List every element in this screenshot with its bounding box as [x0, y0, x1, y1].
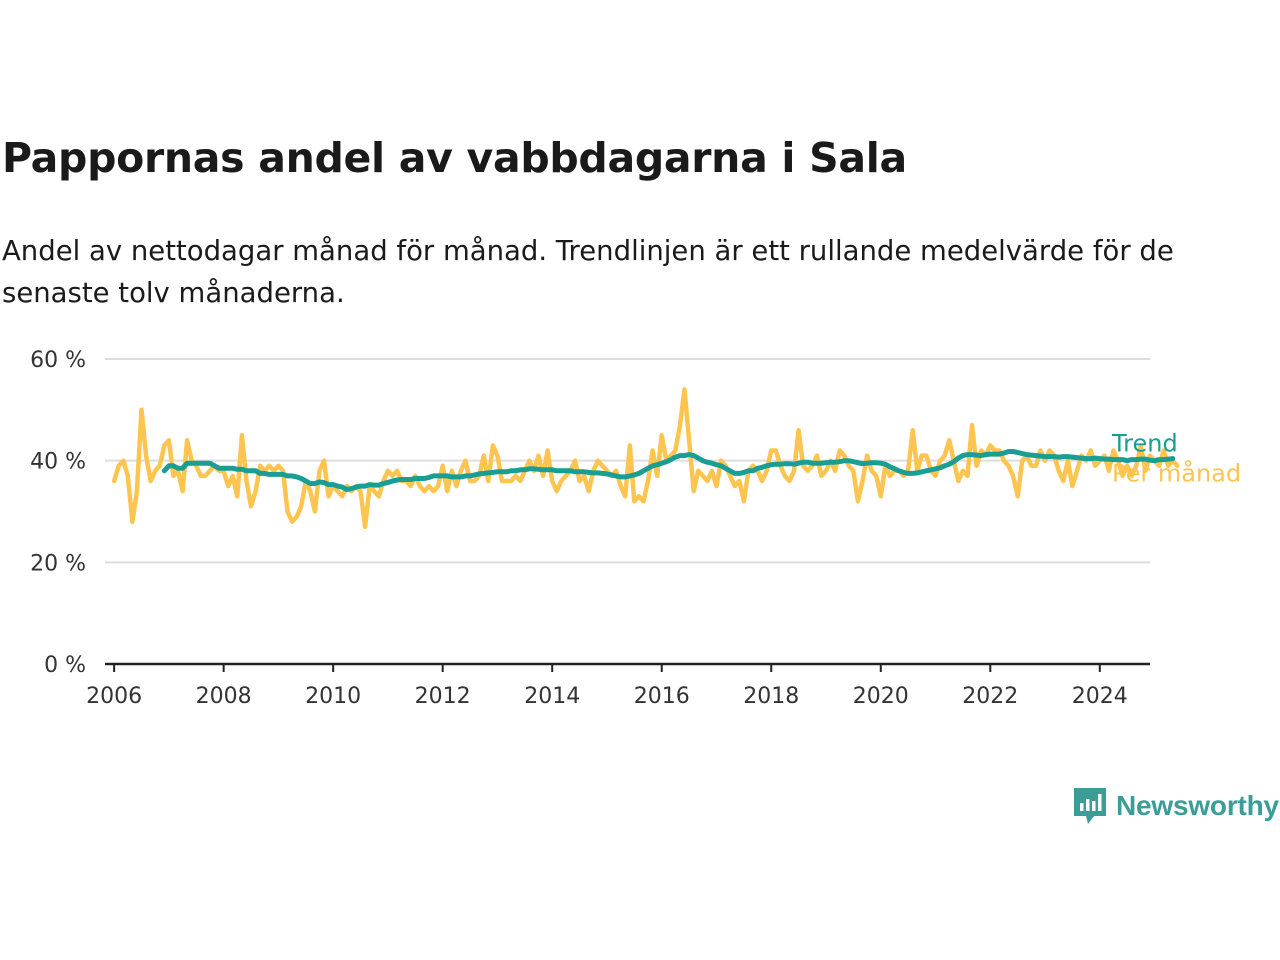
monthly-line — [111, 387, 1180, 530]
x-tick-label: 2010 — [305, 684, 361, 709]
y-axis-ticks: 0 % 20 % 40 % 60 % — [30, 348, 86, 678]
x-tick-label: 2016 — [634, 684, 690, 709]
trend-label: Trend — [1111, 430, 1178, 458]
y-tick-label: 60 % — [30, 348, 86, 373]
chart-subtitle: Andel av nettodagar månad för månad. Tre… — [2, 235, 1174, 309]
x-tick-label: 2012 — [415, 684, 471, 709]
brand-name: Newsworthy — [1116, 790, 1279, 821]
x-tick-label: 2014 — [524, 684, 580, 709]
line-chart: 0 % 20 % 40 % 60 % 2006 2008 2010 2012 2014 2016… — [30, 348, 1241, 709]
x-axis-ticks: 2006 2008 2010 2012 2014 2016 2018 2020 2022 2024 — [86, 664, 1128, 709]
series-lines — [111, 387, 1180, 530]
y-tick-label: 40 % — [30, 450, 86, 475]
trend-line — [161, 449, 1176, 493]
x-tick-label: 2024 — [1072, 684, 1128, 709]
x-tick-label: 2008 — [196, 684, 252, 709]
x-tick-label: 2022 — [962, 684, 1018, 709]
x-tick-label: 2020 — [853, 684, 909, 709]
monthly-label: Per månad — [1112, 459, 1241, 488]
newsworthy-logo-icon — [1074, 788, 1106, 824]
newsworthy-brand: Newsworthy — [1072, 786, 1279, 826]
x-tick-label: 2018 — [743, 684, 799, 709]
chart-title: Pappornas andel av vabbdagarna i Sala — [2, 134, 907, 182]
y-tick-label: 20 % — [30, 551, 86, 576]
y-tick-label: 0 % — [44, 653, 86, 678]
x-tick-label: 2006 — [86, 684, 142, 709]
